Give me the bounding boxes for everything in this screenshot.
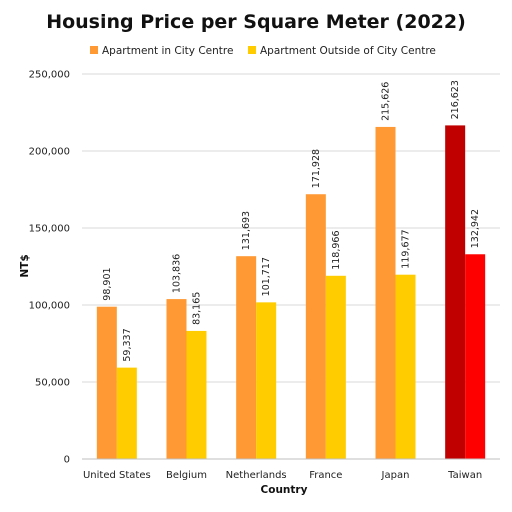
x-tick-label: Taiwan xyxy=(447,470,482,481)
gridlines xyxy=(82,73,500,460)
y-tick-label: 50,000 xyxy=(35,378,70,389)
x-tick-label: United States xyxy=(83,470,151,481)
bar-city-centre-france xyxy=(305,194,326,459)
data-label: 215,626 xyxy=(381,82,392,121)
bar-outside-centre-united-states xyxy=(116,367,137,459)
data-label: 118,966 xyxy=(331,230,342,269)
y-axis: 0 50,000 100,000 150,000 200,000 250,000 xyxy=(29,70,70,466)
x-axis-title: Country xyxy=(261,484,308,496)
legend-swatch-city-centre xyxy=(90,46,98,54)
chart-title: Housing Price per Square Meter (2022) xyxy=(46,11,466,33)
data-label: 101,717 xyxy=(261,257,272,296)
bar-outside-centre-netherlands xyxy=(256,302,277,459)
bar-city-centre-netherlands xyxy=(236,256,257,459)
bar-outside-centre-france xyxy=(325,275,346,459)
x-tick-label: Netherlands xyxy=(226,470,287,481)
bar-city-centre-taiwan xyxy=(445,125,466,460)
y-tick-label: 150,000 xyxy=(29,224,70,235)
legend-label-city-centre: Apartment in City Centre xyxy=(102,45,233,57)
data-label: 216,623 xyxy=(450,80,461,119)
bar-city-centre-japan xyxy=(375,126,396,459)
data-label: 119,677 xyxy=(401,229,412,268)
data-label: 171,928 xyxy=(311,149,322,188)
bar-outside-centre-belgium xyxy=(186,330,207,459)
x-tick-label: France xyxy=(309,470,342,481)
bar-city-centre-united-states xyxy=(96,306,117,459)
bar-outside-centre-taiwan xyxy=(465,254,486,459)
y-tick-label: 100,000 xyxy=(29,301,70,312)
data-label: 83,165 xyxy=(192,292,203,325)
bar-city-centre-belgium xyxy=(166,299,187,459)
data-label: 132,942 xyxy=(470,209,481,248)
legend-swatch-outside-centre xyxy=(248,46,256,54)
data-label: 103,836 xyxy=(172,254,183,293)
x-tick-label: Japan xyxy=(381,470,410,481)
bars xyxy=(96,125,486,460)
x-tick-label: Belgium xyxy=(166,470,207,481)
legend-label-outside-centre: Apartment Outside of City Centre xyxy=(260,45,436,57)
x-axis: United States Belgium Netherlands France Jap… xyxy=(82,458,500,481)
data-label: 131,693 xyxy=(241,211,252,250)
y-axis-title: NT$ xyxy=(19,254,31,277)
data-label: 98,901 xyxy=(102,267,113,300)
legend: Apartment in City Centre Apartment Outsi… xyxy=(90,45,436,57)
y-tick-label: 0 xyxy=(64,455,70,466)
bar-outside-centre-japan xyxy=(395,274,416,459)
data-labels: 98,901 59,337 103,836 83,165 131,693 101,717 1… xyxy=(102,80,481,362)
y-tick-label: 250,000 xyxy=(29,70,70,81)
data-label: 59,337 xyxy=(122,328,133,361)
y-tick-label: 200,000 xyxy=(29,147,70,158)
